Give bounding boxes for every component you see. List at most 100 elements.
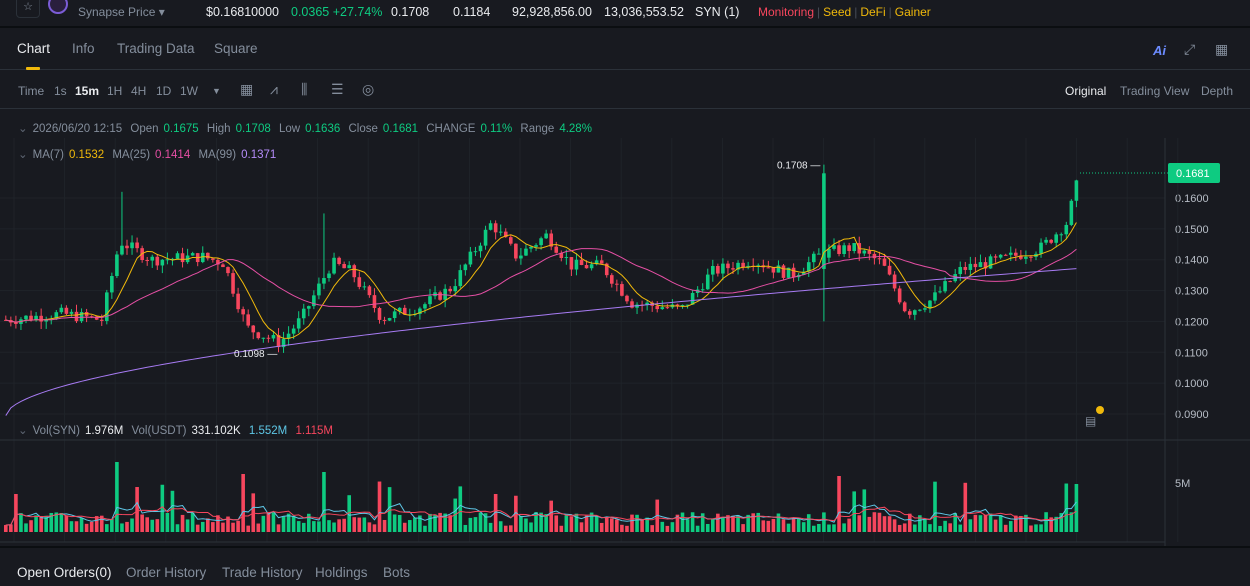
candle-body [221,264,225,268]
candle-body [680,305,685,307]
volume-bar [84,523,89,532]
tab-chart[interactable]: Chart [17,41,51,56]
vol-syn-value: 1.976M [84,425,124,437]
candle-body [564,257,569,259]
open-value: 0.1675 [163,123,199,135]
expand-icon[interactable]: ⤢ [1184,41,1196,57]
volume-bar [307,513,311,532]
tag-gainer[interactable]: Gainer [894,5,931,19]
candle-body [261,337,266,339]
volume-bar [852,491,856,532]
volume-bar [685,519,690,532]
calendar-icon[interactable]: ▦ [240,81,254,97]
tag-monitoring[interactable]: Monitoring [758,5,815,19]
ma7-value: 0.1532 [68,149,105,161]
ma7-label: MA(7) [32,149,64,161]
volume-bar [362,517,367,532]
volume-bar [397,514,402,532]
volume-bar [610,518,614,532]
volume-bar [478,512,483,532]
synapse-coin-icon [48,0,68,14]
view-trading-view[interactable]: Trading View [1120,84,1190,98]
tab-bots[interactable]: Bots [383,565,411,580]
tab-square[interactable]: Square [214,41,258,56]
tab-info[interactable]: Info [72,41,95,56]
tab-open-orders[interactable]: Open Orders(0) [17,565,112,580]
tab-holdings[interactable]: Holdings [315,565,368,580]
candle-body [842,245,846,255]
volume-bar [1034,524,1038,532]
vol-syn-label: Vol(SYN) [32,425,80,437]
tab-trading-data[interactable]: Trading Data [117,41,195,56]
volume-legend: ⌄ Vol(SYN) 1.976M Vol(USDT) 331.102K 1.552M… [18,425,333,437]
chart-svg[interactable]: 0.1600 0.1500 0.1400 0.1300 0.1200 0.1100 0.10… [0,110,1250,546]
volume-bar [49,512,54,532]
more-intervals-chevron-icon[interactable]: ▼ [212,86,221,96]
target-icon[interactable]: ◎ [362,81,375,97]
volume-bar [64,515,69,532]
volume-bar [801,522,806,532]
ma7-line [5,222,1077,339]
volume-bar [322,472,326,532]
volume-bar [827,524,831,532]
candle-body [79,312,84,322]
volume-bar [54,512,59,532]
volume-bar [640,519,644,532]
interval-time[interactable]: Time [18,84,45,98]
orders-tabs: Open Orders(0) Order History Trade Histo… [0,548,1250,586]
volume-bar [438,512,442,532]
volume-bar [1064,483,1069,532]
interval-1h[interactable]: 1H [107,84,123,98]
volume-bar [392,514,397,532]
candle-body [150,256,155,261]
interval-1d[interactable]: 1D [156,84,172,98]
interval-4h[interactable]: 4H [131,84,147,98]
tab-order-history[interactable]: Order History [126,565,207,580]
candle-body [347,265,351,269]
candle-type-icon[interactable]: ⫼ [301,81,308,97]
indicator-icon[interactable]: ⩘ [270,81,278,97]
view-original[interactable]: Original [1065,84,1107,98]
volume-bar [266,512,271,532]
volume-bar [902,523,907,532]
tag-defi[interactable]: DeFi [860,5,886,19]
volume-bar [726,515,730,532]
settings-list-icon[interactable]: ☰ [331,81,344,97]
candle-body [105,292,109,321]
candle-body [963,267,968,270]
volume-bar [539,512,543,532]
candle-body [44,320,48,322]
volume-bar [1008,521,1013,532]
view-depth[interactable]: Depth [1201,84,1234,98]
candlestick-chart[interactable]: 0.1600 0.1500 0.1400 0.1300 0.1200 0.1100 0.10… [0,110,1250,546]
candle-body [397,307,402,312]
volume-bar [428,513,432,532]
candle-body [317,283,321,296]
volume-bar [130,518,134,532]
candle-body [786,267,791,278]
candle-body [226,267,230,274]
pair-name[interactable]: Synapse Price ▾ [78,5,165,19]
interval-1s[interactable]: 1s [54,84,67,98]
24h-low: 0.1184 [453,5,491,19]
volume-bar [690,512,695,532]
price-change: 0.0365 +27.74% [291,5,383,19]
volume-bar [140,514,144,532]
candle-body [382,319,387,321]
last-price: $0.16810000 [206,5,279,19]
ai-icon[interactable]: Ai [1153,43,1166,58]
candle-body [1003,254,1008,256]
tag-seed[interactable]: Seed [823,5,852,19]
volume-bar [125,521,129,532]
tab-trade-history[interactable]: Trade History [222,565,303,580]
candle-body [822,173,826,269]
layout-grid-icon[interactable]: ▦ [1215,41,1229,57]
favorite-star-button[interactable]: ☆ [16,0,40,18]
candle-body [256,332,261,339]
interval-1w[interactable]: 1W [180,84,198,98]
interval-15m[interactable]: 15m [75,84,100,98]
candle-body [791,267,796,278]
candle-body [918,309,922,311]
candle-body [145,260,149,262]
candle-body [509,237,513,244]
